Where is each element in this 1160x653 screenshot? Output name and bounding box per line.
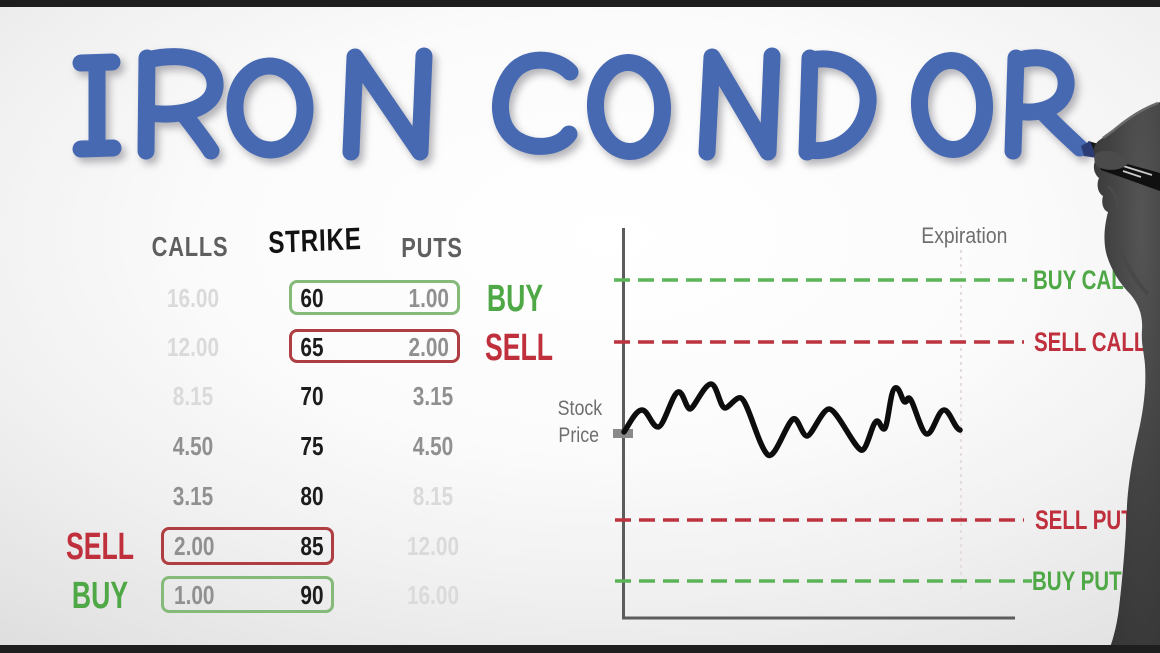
svg-text:SELL CALL: SELL CALL (1034, 327, 1146, 357)
svg-text:Price: Price (558, 424, 599, 448)
svg-text:Expiration: Expiration (921, 224, 1007, 248)
svg-text:BUY PUT: BUY PUT (1032, 566, 1122, 596)
svg-text:SELL PUT: SELL PUT (1035, 505, 1134, 535)
svg-text:Stock: Stock (558, 397, 603, 421)
